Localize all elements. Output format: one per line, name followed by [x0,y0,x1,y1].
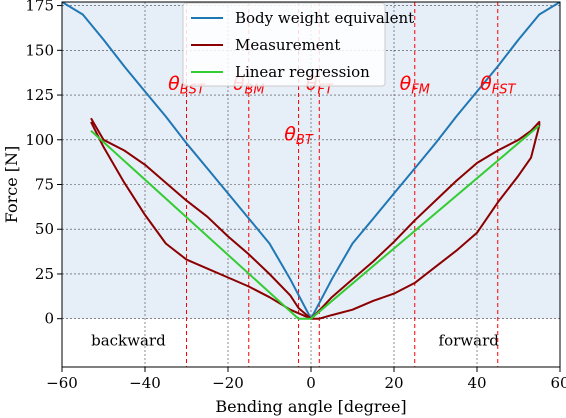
y-axis-label: Force [N] [2,146,21,224]
angle-markers [186,2,499,367]
region-label: forward [439,332,500,350]
y-tick-label: 175 [25,0,54,15]
y-tick-label: 0 [44,310,54,328]
series-line [90,117,541,320]
y-tick-label: 125 [25,86,54,104]
x-tick-label: −60 [46,374,78,392]
y-tick-label: 50 [35,220,54,238]
x-tick-label: 20 [384,374,403,392]
x-tick-label: 0 [306,374,316,392]
angle-marker-label: θFST [480,73,516,98]
series-group [62,2,560,320]
x-tick-label: 40 [467,374,486,392]
x-tick-label: 60 [550,374,566,392]
angle-marker-label: θFM [400,73,430,98]
legend-box [182,2,386,87]
legend: Body weight equivalent Measurement Linear … [182,2,414,87]
y-tick-label: 75 [35,176,54,194]
region-label: backward [91,332,166,350]
legend-label: Measurement [235,36,340,54]
y-tick-label: 25 [35,265,54,283]
y-tick-label: 100 [25,131,54,149]
axis-ticks: −60 −40 −20 0 20 40 60 0 25 50 75 100 125 150 175 [25,0,566,392]
y-tick-label: 150 [25,41,54,59]
x-tick-label: −40 [129,374,161,392]
x-axis-label: Bending angle [degree] [215,397,406,416]
legend-label: Body weight equivalent [235,9,414,27]
x-tick-label: −20 [212,374,244,392]
legend-label: Linear regression [235,63,370,81]
series-line [90,124,540,320]
angle-marker-label: θBT [284,123,314,148]
